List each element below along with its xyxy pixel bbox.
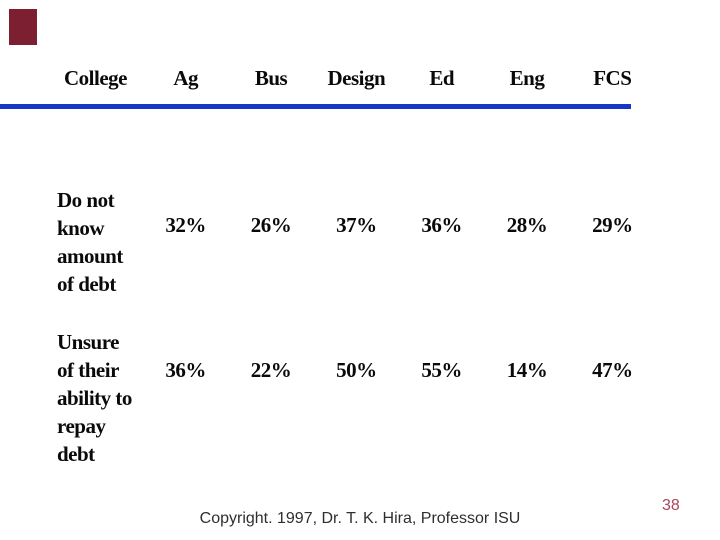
- row-label-unsure-ability-repay-debt: Unsure of their ability to repay debt: [57, 328, 167, 468]
- corner-accent-bar: [9, 9, 37, 45]
- row-label-line: Unsure: [57, 330, 119, 354]
- row-label-line: know: [57, 216, 105, 240]
- column-header-eng: Eng: [509, 66, 545, 90]
- page-number: 38: [662, 497, 680, 514]
- row-label-line: ability to: [57, 386, 132, 410]
- column-header-ed: Ed: [429, 66, 454, 90]
- cell-value-eng: 28%: [506, 213, 548, 237]
- row-label-line: of debt: [57, 272, 116, 296]
- table-row-1-values: 32% 26% 37% 36% 28% 29%: [57, 211, 655, 239]
- cell-value-ag: 32%: [165, 213, 206, 237]
- column-header-ag: Ag: [173, 66, 198, 90]
- row-label-line: Do not: [57, 188, 115, 212]
- cell-value-fcs: 29%: [592, 213, 633, 237]
- cell-value-eng: 14%: [506, 358, 548, 382]
- row-label-do-not-know-amount-of-debt: Do not know amount of debt: [57, 186, 167, 298]
- row-label-line: amount: [57, 244, 123, 268]
- cell-value-bus: 22%: [250, 358, 292, 382]
- cell-value-fcs: 47%: [592, 358, 633, 382]
- column-header-fcs: FCS: [593, 66, 632, 90]
- column-header-design: Design: [327, 66, 386, 90]
- cell-value-ag: 36%: [165, 358, 206, 382]
- column-header-college: College: [64, 66, 127, 90]
- cell-value-design: 37%: [336, 213, 377, 237]
- cell-value-ed: 55%: [421, 358, 462, 382]
- column-header-bus: Bus: [254, 66, 288, 90]
- copyright-text: Copyright. 1997, Dr. T. K. Hira, Profess…: [199, 510, 521, 527]
- header-divider-rule: [0, 104, 631, 109]
- row-label-line: debt: [57, 442, 95, 466]
- row-label-line: repay: [57, 414, 106, 438]
- cell-value-design: 50%: [336, 358, 377, 382]
- cell-value-bus: 26%: [250, 213, 292, 237]
- row-label-line: of their: [57, 358, 119, 382]
- table-row-2-values: 36% 22% 50% 55% 14% 47%: [57, 356, 655, 384]
- cell-value-ed: 36%: [421, 213, 462, 237]
- table-header-row: College Ag Bus Design Ed Eng FCS: [57, 64, 655, 92]
